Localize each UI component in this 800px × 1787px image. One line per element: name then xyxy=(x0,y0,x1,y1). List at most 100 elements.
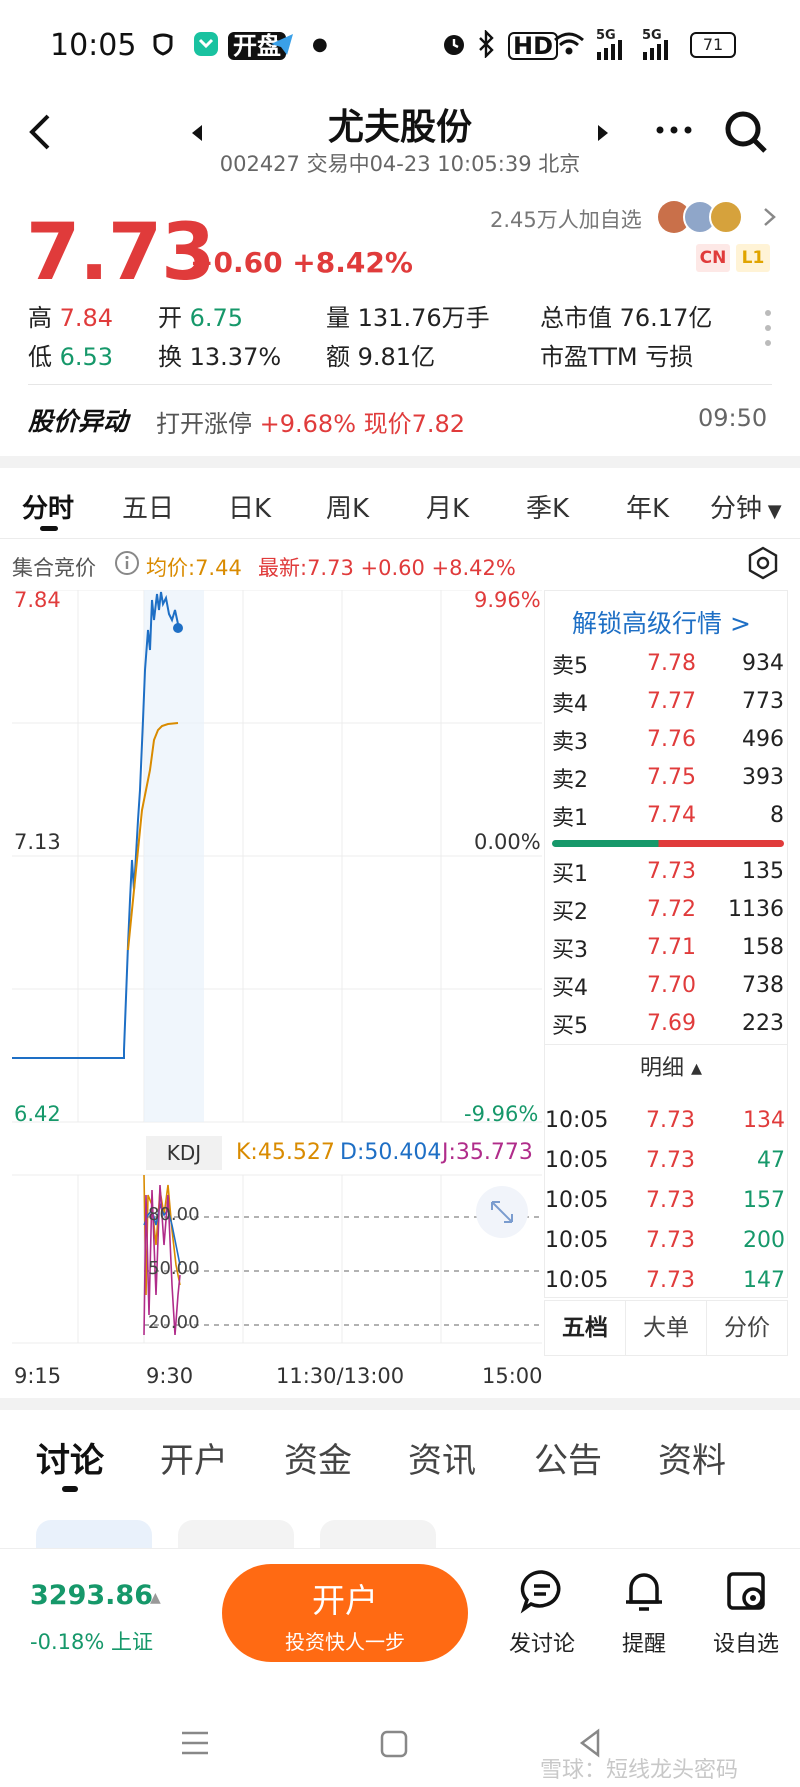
index-value[interactable]: 3293.86 xyxy=(30,1580,153,1611)
tab-indicator xyxy=(62,1486,78,1492)
kdj-k: K:45.527 xyxy=(236,1140,335,1165)
back-nav-icon[interactable] xyxy=(578,1728,602,1762)
hd-badge: HD xyxy=(508,32,559,60)
open-stat: 开 6.75 xyxy=(158,304,244,332)
open-account-subtitle: 投资快人一步 xyxy=(285,1630,405,1654)
subtab-five-levels[interactable]: 五档 xyxy=(545,1301,626,1355)
y-axis-mid: 7.13 xyxy=(14,830,61,854)
x-axis-t4: 15:00 xyxy=(482,1364,543,1388)
alert-text[interactable]: 打开涨停 +9.68% 现价7.82 xyxy=(156,410,466,438)
subtab-price-distribution[interactable]: 分价 xyxy=(724,1315,770,1341)
kdj-j: J:35.773 xyxy=(442,1140,533,1165)
prev-stock-button[interactable] xyxy=(190,124,204,146)
battery-icon: 71 xyxy=(690,32,736,58)
tab-daily-k[interactable]: 日K xyxy=(228,494,272,524)
action-label: 发讨论 xyxy=(508,1632,575,1657)
tab-open-account[interactable]: 开户 xyxy=(160,1441,228,1481)
home-nav-icon[interactable] xyxy=(380,1730,408,1762)
ask-row: 卖3 7.76 496 xyxy=(552,727,784,755)
section-separator xyxy=(0,456,800,468)
expand-dots-icon[interactable] xyxy=(764,308,772,352)
tab-monthly-k[interactable]: 月K xyxy=(426,494,470,524)
search-icon[interactable] xyxy=(722,108,770,160)
caret-down-icon: ▼ xyxy=(762,501,782,522)
orderbook-subtabs: 五档 大单 分价 xyxy=(544,1300,788,1356)
ask-row: 卖4 7.77 773 xyxy=(552,689,784,717)
status-time: 10:05 xyxy=(50,28,137,63)
y-axis-bottom: 6.42 xyxy=(14,1102,61,1126)
comment-icon xyxy=(520,1570,561,1614)
latest-price-label: 最新:7.73 +0.60 +8.42% xyxy=(258,556,516,580)
x-axis-t1: 9:15 xyxy=(14,1364,62,1388)
badge-l1: L1 xyxy=(736,244,770,272)
reminder-button[interactable]: 提醒 xyxy=(606,1568,682,1658)
action-label: 提醒 xyxy=(621,1632,666,1657)
unlock-advanced-quotes-link[interactable]: 解锁高级行情 > xyxy=(572,609,751,638)
ask-row: 卖1 7.74 8 xyxy=(552,803,784,831)
next-stock-button[interactable] xyxy=(596,124,610,146)
signal-icon-a xyxy=(596,40,624,64)
watchers-count[interactable]: 2.45万人加自选 xyxy=(490,208,642,232)
add-watchlist-icon xyxy=(727,1572,765,1610)
tab-profile[interactable]: 资料 xyxy=(658,1441,726,1481)
filter-pill[interactable] xyxy=(178,1520,294,1550)
tab-news[interactable]: 资讯 xyxy=(408,1441,476,1481)
kdj-d: D:50.404 xyxy=(340,1140,442,1165)
ask-row: 卖5 7.78 934 xyxy=(552,651,784,679)
last-price-dot xyxy=(173,623,183,633)
section-separator xyxy=(0,1398,800,1410)
tab-minute[interactable]: 分钟 ▼ xyxy=(710,494,782,524)
settings-icon[interactable] xyxy=(746,546,780,584)
send-icon xyxy=(268,30,296,58)
tab-announcements[interactable]: 公告 xyxy=(534,1441,602,1481)
page-title: 尤夫股份 xyxy=(327,107,472,148)
tab-weekly-k[interactable]: 周K xyxy=(326,494,370,524)
info-icon[interactable] xyxy=(114,550,140,580)
subtab-big-orders[interactable]: 大单 xyxy=(626,1301,707,1355)
price-line xyxy=(12,591,179,1059)
avg-price-line xyxy=(127,722,179,951)
post-discussion-button[interactable]: 发讨论 xyxy=(504,1568,580,1658)
bid-row: 买1 7.73 135 xyxy=(552,859,784,887)
bid-row: 买2 7.72 1136 xyxy=(552,897,784,925)
watermark: 雪球：短线龙头密码 xyxy=(540,1758,739,1783)
indicator-selector[interactable]: KDJ xyxy=(146,1136,222,1170)
badge-cn: CN xyxy=(696,244,730,272)
price-change: +0.60 +8.42% xyxy=(190,246,413,279)
filter-pill[interactable] xyxy=(36,1520,152,1550)
fullscreen-icon[interactable] xyxy=(476,1186,528,1238)
status-bar: 10:05 开盘 ● HD 5G 5G 71 xyxy=(0,0,800,90)
intraday-chart[interactable] xyxy=(12,590,542,1130)
low-stat: 低 6.53 xyxy=(28,343,114,371)
chevron-right-icon[interactable] xyxy=(762,206,778,232)
tab-yearly-k[interactable]: 年K xyxy=(626,494,670,524)
open-account-button[interactable]: 开户 投资快人一步 xyxy=(222,1564,468,1662)
menu-nav-icon[interactable] xyxy=(180,1730,210,1760)
network-label-b: 5G xyxy=(642,28,662,43)
tab-funds[interactable]: 资金 xyxy=(284,1441,352,1481)
detail-toggle[interactable]: 明细 ▴ xyxy=(640,1056,703,1081)
action-label: 设自选 xyxy=(712,1632,779,1657)
tab-intraday[interactable]: 分时 xyxy=(22,494,75,524)
highlight-band xyxy=(144,590,204,1122)
open-account-title: 开户 xyxy=(312,1581,378,1620)
tab-quarterly-k[interactable]: 季K xyxy=(526,494,570,524)
back-button[interactable] xyxy=(26,112,56,156)
amount-stat: 额 9.81亿 xyxy=(326,343,436,371)
mktcap-stat: 总市值 76.17亿 xyxy=(540,304,713,332)
more-icon[interactable] xyxy=(654,120,694,144)
kdj-j-line xyxy=(143,1184,181,1336)
tab-discussion[interactable]: 讨论 xyxy=(36,1441,104,1481)
index-change: -0.18% 上证 xyxy=(30,1630,153,1654)
app-notification-icon xyxy=(192,30,220,58)
kdj-chart[interactable] xyxy=(12,1135,542,1350)
bell-icon xyxy=(626,1573,662,1611)
filter-pill[interactable] xyxy=(320,1520,436,1550)
divider xyxy=(544,1044,788,1045)
tab-indicator xyxy=(40,526,58,531)
high-stat: 高 7.84 xyxy=(28,304,114,332)
add-watchlist-button[interactable]: 设自选 xyxy=(708,1568,784,1658)
bid-row: 买4 7.70 738 xyxy=(552,973,784,1001)
turnover-stat: 换 13.37% xyxy=(158,343,282,371)
tab-five-day[interactable]: 五日 xyxy=(122,494,175,524)
